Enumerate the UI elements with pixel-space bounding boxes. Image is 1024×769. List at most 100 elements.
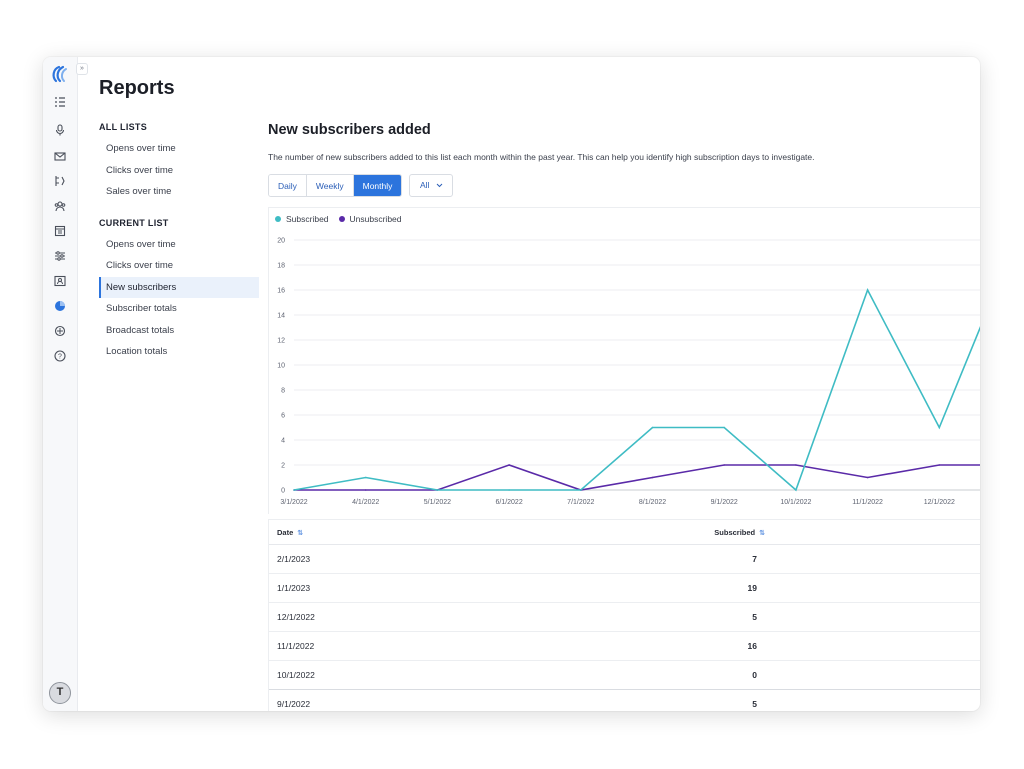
mail-icon[interactable] [52,148,68,164]
table-row[interactable]: 1/1/2023 19 [269,574,980,603]
section-title: New subscribers added [268,122,431,138]
sort-icon: ⇅ [759,529,765,537]
row-date: 12/1/2022 [277,612,315,622]
subnav-item-all-clicks[interactable]: Clicks over time [106,164,174,176]
subscribed-header-label: Subscribed [714,527,756,537]
data-point-subscribed [364,476,367,479]
row-subscribed: 5 [752,699,757,709]
y-tick-label: 4 [281,438,285,445]
data-point-unsubscribed [723,464,725,466]
y-tick-label: 14 [277,313,285,320]
y-tick-label: 18 [277,263,285,270]
new-subscribers-chart: 0 2 4 6 8 10 12 14 16 18 20 3/1/2022 4/1/2022 5/1/202… [277,238,980,506]
subscribers-table: Date ⇅ Subscribed ⇅ 2/1/2023 7 1/1/2023 19 1… [268,519,980,711]
table-row[interactable]: 11/1/2022 16 [269,632,980,661]
row-date: 1/1/2023 [277,583,311,593]
app-window: » ? T [43,57,980,711]
subscribers-icon[interactable] [52,198,68,214]
legend-subscribed[interactable]: Subscribed [275,214,329,224]
series-line-unsubscribed [294,464,980,491]
table-row[interactable]: 2/1/2023 7 [269,545,980,574]
x-tick-label: 12/1/2022 [924,499,955,506]
monthly-button[interactable]: Monthly [353,175,402,196]
avatar[interactable]: T [49,682,71,704]
expand-sidebar-icon[interactable]: » [76,63,88,75]
row-date: 9/1/2022 [277,699,311,709]
x-tick-label: 11/1/2022 [852,499,883,506]
table-row[interactable]: 12/1/2022 5 [269,603,980,632]
settings-sliders-icon[interactable] [52,248,68,264]
list-icon[interactable] [52,94,68,110]
integrations-icon[interactable] [52,323,68,339]
x-tick-label: 3/1/2022 [280,499,307,506]
x-tick-label: 4/1/2022 [352,499,379,506]
data-point-subscribed [293,489,295,491]
help-icon[interactable]: ? [52,348,68,364]
date-header-label: Date [277,527,294,537]
svg-text:?: ? [58,354,62,361]
y-tick-label: 10 [277,363,285,370]
legend-unsubscribed-label: Unsubscribed [349,214,402,224]
subnav-item-opens[interactable]: Opens over time [106,238,176,250]
automation-icon[interactable] [52,173,68,189]
data-point-subscribed [651,426,654,429]
data-point-subscribed [866,289,869,291]
subnav-item-broadcast-totals[interactable]: Broadcast totals [106,324,175,336]
y-tick-label: 16 [277,288,285,295]
row-subscribed: 0 [752,670,757,680]
x-tick-label: 10/1/2022 [780,499,811,506]
sort-icon: ⇅ [297,529,304,537]
x-tick-label: 9/1/2022 [711,499,738,506]
data-point-unsubscribed [938,464,941,466]
subnav-item-location-totals[interactable]: Location totals [106,346,168,357]
reports-pie-icon[interactable] [52,298,68,314]
x-tick-label: 8/1/2022 [639,499,666,506]
table-row[interactable]: 9/1/2022 5 [269,690,980,711]
legend-unsubscribed-swatch [338,216,345,222]
subnav-item-new-subscribers[interactable]: New subscribers [99,276,259,298]
table-row[interactable]: 10/1/2022 0 [269,661,980,690]
data-point-unsubscribed [651,476,654,479]
subnav-item-all-opens[interactable]: Opens over time [106,143,176,154]
logo-icon[interactable] [50,64,70,84]
chart-card: Subscribed Unsubscribed 0 2 4 6 8 10 12 14 16 18 2… [268,207,980,514]
table-header: Date ⇅ Subscribed ⇅ [269,519,980,545]
y-tick-label: 8 [281,388,285,395]
row-date: 11/1/2022 [277,641,315,651]
reports-subnav: ALL LISTS Opens over time Clicks over ti… [99,119,259,363]
x-tick-label: 7/1/2022 [567,499,594,506]
x-tick-label: 6/1/2022 [495,499,522,506]
report-content: New subscribers added The number of new … [268,57,980,711]
subscribed-column-header[interactable]: Subscribed ⇅ [709,528,765,537]
filter-dropdown[interactable]: All [409,174,453,197]
data-point-unsubscribed [866,476,869,479]
weekly-button[interactable]: Weekly [306,175,354,196]
data-point-subscribed [436,489,439,491]
data-point-subscribed [795,489,797,491]
y-tick-label: 2 [281,463,285,470]
data-point-subscribed [508,489,510,491]
landing-page-icon[interactable] [52,223,68,239]
y-tick-label: 12 [277,338,285,345]
row-date: 2/1/2023 [277,554,311,564]
data-point-subscribed [723,426,725,429]
date-column-header[interactable]: Date ⇅ [269,528,709,537]
icon-rail: » ? T [43,57,88,711]
microphone-icon[interactable] [52,122,68,138]
legend-unsubscribed[interactable]: Unsubscribed [338,214,402,224]
legend-subscribed-swatch [275,216,281,222]
data-point-unsubscribed [795,464,797,466]
subnav-item-all-sales[interactable]: Sales over time [106,186,172,197]
subnav-item-subscriber-totals[interactable]: Subscriber totals [106,303,177,314]
page-title: Reports [99,77,175,99]
contact-card-icon[interactable] [52,273,68,289]
data-point-subscribed [938,426,941,429]
daily-button[interactable]: Daily [269,175,307,196]
data-point-subscribed [580,489,582,491]
table-body: 2/1/2023 7 1/1/2023 19 12/1/2022 5 11/1/202… [269,545,980,711]
chart-legend: Subscribed Unsubscribed [275,214,412,224]
row-date: 10/1/2022 [277,670,315,680]
legend-subscribed-label: Subscribed [286,214,329,224]
series-line-subscribed [293,288,980,492]
subnav-item-clicks[interactable]: Clicks over time [106,260,174,271]
